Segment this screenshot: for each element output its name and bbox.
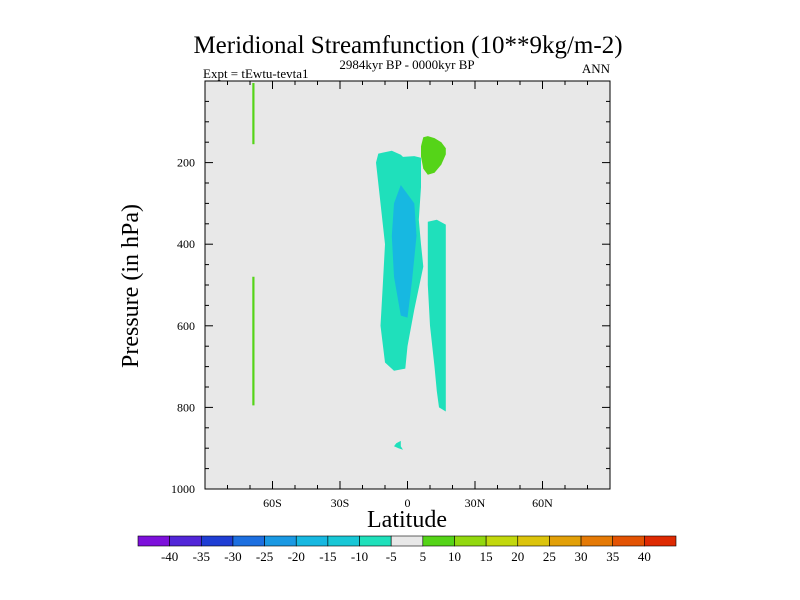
colorbar-swatch <box>200 535 234 547</box>
experiment-label: Expt = tEwtu-tevta1 <box>203 66 309 81</box>
colorbar-swatch <box>422 535 455 547</box>
chart-subtitle: 2984kyr BP - 0000kyr BP <box>339 57 474 72</box>
y-axis-label: Pressure (in hPa) <box>118 204 144 368</box>
colorbar-label: -15 <box>319 549 336 564</box>
y-tick-label: 400 <box>177 237 195 251</box>
colorbar-swatch <box>137 535 170 547</box>
contour-southern-strip-lower <box>252 276 255 406</box>
colorbar-swatch <box>454 535 487 547</box>
contour-surface-spot <box>394 440 403 450</box>
colorbar-label: 5 <box>420 549 427 564</box>
x-tick-label: 60S <box>263 496 282 510</box>
colorbar-label: -20 <box>288 549 305 564</box>
colorbar-label: -35 <box>193 549 210 564</box>
x-tick-label: 60N <box>532 496 553 510</box>
colorbar-label: 40 <box>638 549 651 564</box>
x-tick-label: 30S <box>331 496 350 510</box>
colorbar-swatch <box>485 535 519 547</box>
colorbar-swatch <box>327 535 360 547</box>
colorbar-label: 25 <box>543 549 556 564</box>
contour-upper-blob-positive <box>421 136 446 175</box>
y-tick-label: 600 <box>177 319 195 333</box>
colorbar-swatch <box>644 535 677 547</box>
colorbar-swatch <box>517 535 550 547</box>
colorbar-swatch <box>580 535 614 547</box>
colorbar: -40 -35 -30 -25 -20 -15 -10 -5 5 10 15 20 25 30 35 40 <box>137 535 677 564</box>
colorbar-label: 15 <box>480 549 493 564</box>
colorbar-swatch <box>612 535 645 547</box>
x-axis-label: Latitude <box>367 507 447 533</box>
chart-title: Meridional Streamfunction (10**9kg/m-2) <box>193 32 622 59</box>
colorbar-label: -40 <box>161 549 178 564</box>
colorbar-swatch <box>169 535 202 547</box>
x-tick-label: 30N <box>465 496 486 510</box>
colorbar-label: -30 <box>224 549 241 564</box>
colorbar-label: 10 <box>448 549 461 564</box>
colorbar-label: -10 <box>351 549 368 564</box>
colorbar-label: -25 <box>256 549 273 564</box>
colorbar-label: -5 <box>386 549 397 564</box>
colorbar-swatch <box>390 535 424 547</box>
colorbar-swatch <box>359 535 392 547</box>
colorbar-label: 35 <box>606 549 619 564</box>
x-tick-label: 0 <box>405 496 411 510</box>
colorbar-swatch <box>232 535 265 547</box>
colorbar-swatch <box>295 535 329 547</box>
colorbar-swatch <box>264 535 297 547</box>
contour-tropical-cell-core <box>391 185 417 318</box>
colorbar-label: 30 <box>575 549 588 564</box>
contour-southern-strip-upper <box>252 83 255 145</box>
y-tick-label: 200 <box>177 156 195 170</box>
contour-northern-strip <box>427 219 446 412</box>
colorbar-swatch <box>549 535 582 547</box>
season-label: ANN <box>582 61 611 76</box>
y-axis: 200 400 600 800 1000 <box>171 100 610 496</box>
x-axis: 60S 30S 0 30N 60N <box>227 81 588 510</box>
contour-regions <box>252 83 446 450</box>
y-tick-label: 1000 <box>171 482 195 496</box>
y-tick-label: 800 <box>177 400 195 414</box>
colorbar-label: 20 <box>511 549 524 564</box>
